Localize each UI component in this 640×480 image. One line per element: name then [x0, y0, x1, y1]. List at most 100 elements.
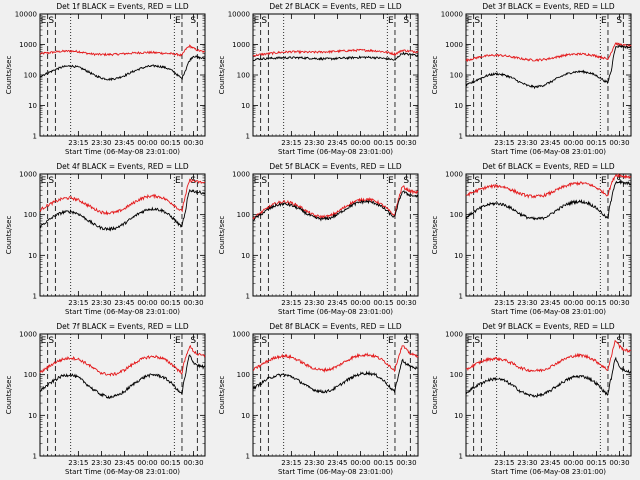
- y-tick-label: 10000: [441, 11, 463, 19]
- series-events-line: [252, 358, 419, 394]
- x-tick-label: 23:45: [540, 139, 560, 147]
- x-tick-label: 23:30: [91, 459, 111, 467]
- marker-label: E: [175, 176, 181, 186]
- x-tick-label: 00:30: [609, 139, 629, 147]
- panel-title: Det 7f BLACK = Events, RED = LLD: [56, 322, 189, 331]
- y-tick-label: 1: [459, 453, 463, 461]
- panel-1: Det 1f BLACK = Events, RED = LLD 1 10 100 10…: [5, 2, 206, 156]
- x-axis-label: Start Time (06-May-08 23:01:00): [491, 148, 606, 156]
- x-tick-label: 00:00: [563, 459, 583, 467]
- series-lld-line: [465, 339, 632, 373]
- y-tick-label: 1: [459, 293, 463, 301]
- x-tick-label: 23:15: [494, 139, 514, 147]
- x-tick-label: 23:30: [304, 459, 324, 467]
- y-tick-label: 1: [246, 133, 250, 141]
- x-tick-label: 23:15: [494, 459, 514, 467]
- panel-4: Det 4f BLACK = Events, RED = LLD 1 10 100 10…: [5, 162, 206, 316]
- marker-label: S: [190, 176, 196, 186]
- marker-label: E: [41, 336, 47, 346]
- marker-label: E: [467, 336, 473, 346]
- marker-label: E: [41, 176, 47, 186]
- marker-label: E: [175, 336, 181, 346]
- series-lld-line: [39, 44, 206, 57]
- plot-frame: [465, 173, 632, 297]
- marker-label: E: [175, 16, 181, 26]
- y-tick-label: 1: [33, 133, 37, 141]
- y-tick-label: 10: [454, 102, 463, 110]
- x-tick-label: 00:15: [586, 299, 606, 307]
- x-tick-label: 00:00: [137, 299, 157, 307]
- y-tick-label: 10: [454, 252, 463, 260]
- x-axis-label: Start Time (06-May-08 23:01:00): [278, 148, 393, 156]
- plot-frame: [252, 333, 419, 457]
- x-tick-label: 23:15: [281, 299, 301, 307]
- x-tick-label: 00:30: [396, 139, 416, 147]
- series-events-line: [465, 356, 632, 398]
- x-tick-label: 00:30: [609, 299, 629, 307]
- y-axis-label: Counts/sec: [431, 376, 439, 415]
- x-tick-label: 23:15: [494, 299, 514, 307]
- series-lld-line: [39, 178, 206, 216]
- x-tick-label: 00:00: [563, 139, 583, 147]
- marker-label: S: [261, 336, 267, 346]
- series-lld-line: [252, 345, 419, 374]
- y-tick-label: 100: [450, 371, 463, 379]
- x-tick-label: 23:45: [327, 459, 347, 467]
- x-tick-label: 00:15: [586, 459, 606, 467]
- panel-title: Det 4f BLACK = Events, RED = LLD: [56, 162, 189, 171]
- x-axis-label: Start Time (06-May-08 23:01:00): [491, 308, 606, 316]
- marker-label: E: [601, 176, 607, 186]
- x-tick-label: 23:45: [327, 139, 347, 147]
- y-tick-label: 100: [24, 211, 37, 219]
- series-lld-line: [252, 185, 419, 221]
- x-tick-label: 00:30: [183, 459, 203, 467]
- y-axis-label: Counts/sec: [218, 376, 226, 415]
- marker-label: S: [474, 336, 480, 346]
- x-tick-label: 00:15: [160, 459, 180, 467]
- x-axis-label: Start Time (06-May-08 23:01:00): [278, 308, 393, 316]
- x-tick-label: 00:15: [373, 299, 393, 307]
- panel-title: Det 5f BLACK = Events, RED = LLD: [269, 162, 402, 171]
- x-axis-label: Start Time (06-May-08 23:01:00): [65, 308, 180, 316]
- series-events-line: [39, 354, 206, 399]
- y-tick-label: 100: [24, 72, 37, 80]
- panel-8: Det 8f BLACK = Events, RED = LLD 1 10 100 10…: [218, 322, 419, 476]
- marker-label: E: [467, 16, 473, 26]
- y-axis-label: Counts/sec: [218, 216, 226, 255]
- y-tick-label: 100: [450, 211, 463, 219]
- y-tick-label: 100: [237, 371, 250, 379]
- x-tick-label: 23:30: [91, 139, 111, 147]
- x-axis-label: Start Time (06-May-08 23:01:00): [278, 468, 393, 476]
- y-tick-label: 1000: [445, 331, 463, 339]
- series-events-line: [252, 190, 419, 222]
- marker-label: S: [616, 176, 622, 186]
- marker-label: E: [254, 176, 260, 186]
- y-tick-label: 1: [33, 453, 37, 461]
- marker-label: S: [616, 16, 622, 26]
- marker-label: S: [190, 336, 196, 346]
- y-tick-label: 1000: [19, 171, 37, 179]
- marker-label: S: [616, 336, 622, 346]
- marker-label: E: [601, 336, 607, 346]
- marker-label: S: [403, 336, 409, 346]
- marker-label: S: [190, 16, 196, 26]
- series-lld-line: [252, 48, 419, 58]
- series-lld-line: [39, 344, 206, 377]
- x-tick-label: 00:30: [183, 299, 203, 307]
- y-tick-label: 1: [246, 293, 250, 301]
- y-tick-label: 10: [454, 412, 463, 420]
- marker-label: E: [254, 16, 260, 26]
- series-events-line: [39, 188, 206, 232]
- marker-label: S: [48, 176, 54, 186]
- plot-frame: [39, 173, 206, 297]
- x-tick-label: 23:30: [517, 299, 537, 307]
- panel-6: Det 6f BLACK = Events, RED = LLD 1 10 100 10…: [431, 162, 632, 316]
- x-tick-label: 23:15: [68, 139, 88, 147]
- x-tick-label: 23:45: [114, 299, 134, 307]
- x-axis-label: Start Time (06-May-08 23:01:00): [65, 468, 180, 476]
- y-tick-label: 1000: [19, 331, 37, 339]
- marker-label: E: [254, 336, 260, 346]
- x-tick-label: 00:30: [609, 459, 629, 467]
- x-tick-label: 00:15: [160, 139, 180, 147]
